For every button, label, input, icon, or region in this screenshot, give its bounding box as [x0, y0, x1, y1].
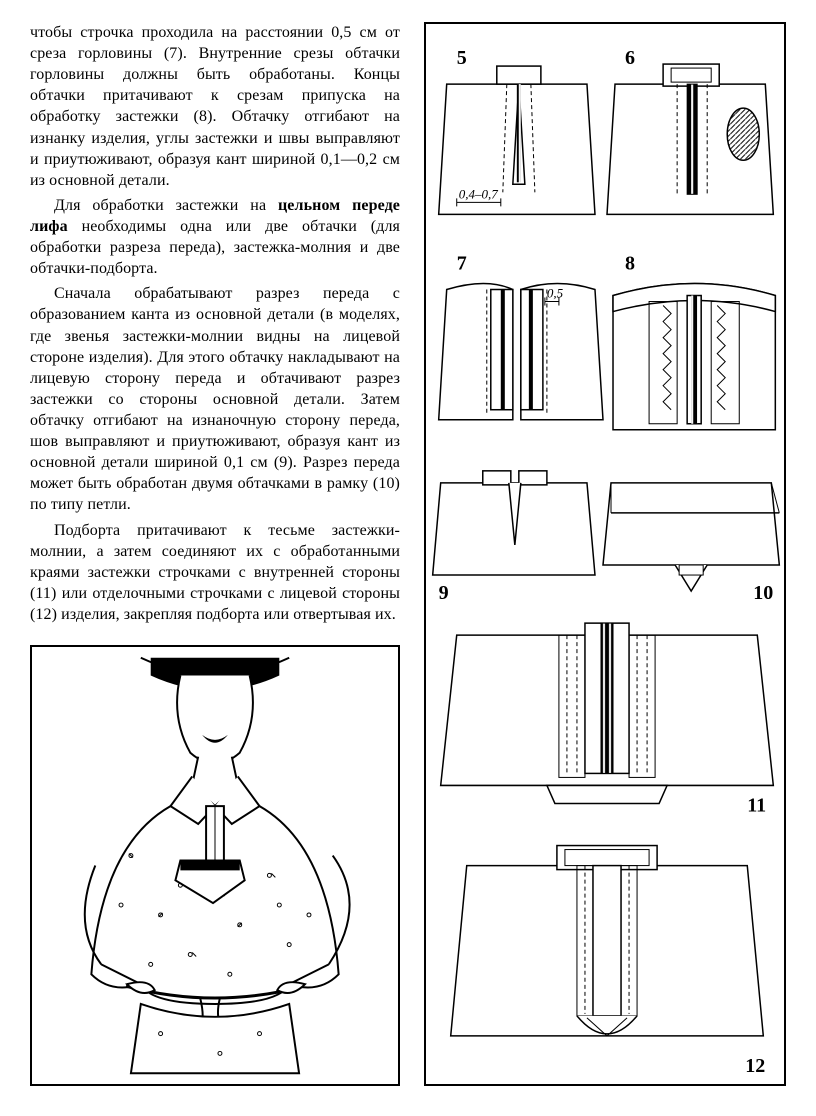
figure-5-label: 5: [457, 47, 467, 69]
figure-7-label: 7: [457, 252, 467, 274]
figure-12: 12: [451, 846, 766, 1077]
figure-9-label: 9: [439, 582, 449, 604]
figure-5-dimension: 0,4–0,7: [459, 186, 499, 201]
paragraph-3: Сначала обрабатывают разрез переда с обр…: [30, 283, 400, 515]
figure-12-label: 12: [745, 1055, 765, 1077]
page: чтобы строчка проходила на расстоянии 0,…: [0, 0, 816, 1116]
figure-10: 10: [603, 483, 779, 604]
figure-7: 7 0,5: [439, 252, 603, 419]
figure-6-label: 6: [625, 47, 635, 69]
figure-10-label: 10: [753, 582, 773, 604]
p2-run-a: Для обработки застежки на: [54, 197, 278, 214]
two-column-layout: чтобы строчка проходила на расстоянии 0,…: [30, 22, 786, 1086]
right-column: 5 0,4–0,7 6: [424, 22, 786, 1086]
paragraph-2: Для обработки застежки на цельном переде…: [30, 195, 400, 279]
figure-9: 9: [433, 471, 595, 604]
sewing-diagrams: 5 0,4–0,7 6: [426, 24, 784, 1084]
figure-8-label: 8: [625, 252, 635, 274]
left-column: чтобы строчка проходила на расстоянии 0,…: [30, 22, 400, 1086]
figure-7-dimension: 0,5: [547, 286, 564, 301]
figure-6: 6: [607, 47, 773, 214]
paragraph-4: Подборта притачивают к тесьме застежки-м…: [30, 520, 400, 626]
blouse-drawing: [32, 647, 398, 1084]
fashion-illustration: [30, 645, 400, 1086]
body-text: чтобы строчка проходила на расстоянии 0,…: [30, 22, 400, 629]
paragraph-1: чтобы строчка проходила на расстоянии 0,…: [30, 22, 400, 191]
figure-11: 11: [441, 623, 774, 816]
figure-11-label: 11: [747, 794, 766, 816]
diagram-panel: 5 0,4–0,7 6: [424, 22, 786, 1086]
p2-run-c: необходимы одна или две обтачки (для обр…: [30, 218, 400, 277]
figure-5: 5 0,4–0,7: [439, 47, 595, 214]
figure-8: 8: [613, 252, 775, 429]
